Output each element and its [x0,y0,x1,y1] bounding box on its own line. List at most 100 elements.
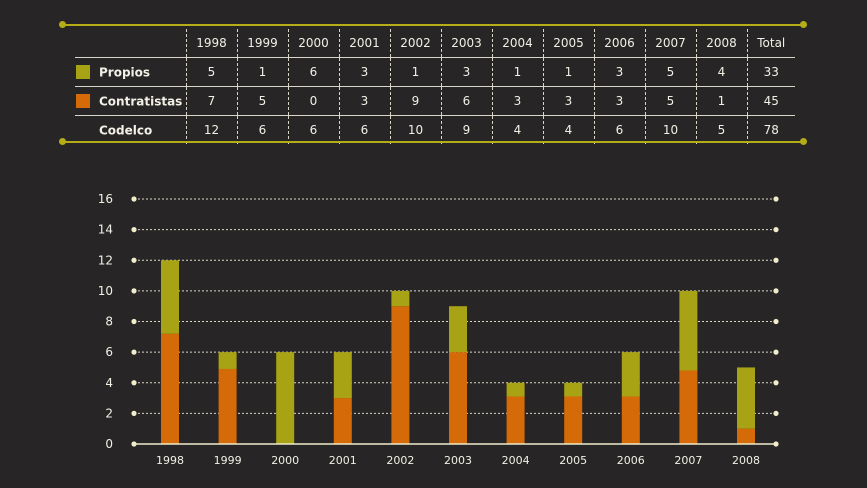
y-tick-label: 2 [105,406,113,420]
x-tick-label: 2001 [329,454,357,467]
table-year-header: 2002 [390,29,442,58]
table-value-cell: 9 [441,115,493,144]
table-corner-cell [75,29,187,58]
table-value-cell: 5 [696,115,748,144]
gridline-right-dot [773,196,779,202]
gridline-left-dot [131,349,137,355]
table-value-cell: 6 [594,115,646,144]
summary-table-section: 1998 1999 2000 2001 2002 2003 2004 2005 2006 2007… [0,0,867,160]
y-axis-ticks: 0 2 4 6 8 10 12 14 16 [98,192,113,451]
bar-contratistas-2001 [333,398,352,444]
bar-propios-2007 [679,290,698,371]
table-year-header: 1998 [186,29,238,58]
table-total-cell: 33 [747,57,795,87]
table-header-row: 1998 1999 2000 2001 2002 2003 2004 2005 2006 2007… [75,29,795,58]
table-year-header: 2001 [339,29,391,58]
table-bottom-rule-right-dot [800,138,807,145]
gridline-left-dot [131,196,137,202]
table-row-label-cell: Contratistas [75,86,187,116]
gridline-right-dot [773,257,779,263]
table-value-cell: 5 [237,86,289,116]
x-tick-label: 2007 [674,454,702,467]
table-value-cell: 1 [492,57,544,87]
y-tick-label: 14 [98,223,113,237]
table-row-label-cell: Propios [75,57,187,87]
gridline-right-dot [773,410,779,416]
table-value-cell: 1 [237,57,289,87]
y-tick-label: 0 [105,437,113,451]
bar-propios-2006 [621,352,640,397]
table-year-header: 2005 [543,29,595,58]
table-value-cell: 3 [594,86,646,116]
table-bottom-rule-left-dot [59,138,66,145]
table-value-cell: 1 [543,57,595,87]
table-value-cell: 5 [645,57,697,87]
table-value-cell: 4 [492,115,544,144]
x-tick-label: 2000 [271,454,299,467]
x-tick-label: 2005 [559,454,587,467]
table-year-header: 2006 [594,29,646,58]
bar-propios-2000 [276,352,295,444]
bar-contratistas-1999 [218,368,237,444]
chart-bars [161,260,755,444]
bar-propios-1998 [161,260,179,334]
table-value-cell: 1 [390,57,442,87]
table-total-cell: 78 [747,115,795,144]
gridline-left-dot [131,257,137,263]
bar-propios-1999 [218,352,237,369]
x-tick-label: 2003 [444,454,472,467]
table-value-cell: 7 [186,86,238,116]
bar-contratistas-2006 [621,396,640,444]
table-row-label: Codelco [99,123,153,138]
x-tick-label: 1998 [156,454,184,467]
accidents-table: 1998 1999 2000 2001 2002 2003 2004 2005 2006 2007… [75,29,795,144]
table-row: Propios 5 1 6 3 1 3 1 1 3 5 4 33 [75,57,795,87]
x-tick-label: 2008 [732,454,760,467]
gridline-right-dot [773,349,779,355]
gridline-left-dot [131,318,137,325]
x-tick-label: 1999 [214,454,242,467]
table-value-cell: 9 [390,86,442,116]
gridline-right-dot [773,380,779,386]
table-value-cell: 5 [645,86,697,116]
y-tick-label: 12 [98,253,113,267]
table-value-cell: 6 [237,115,289,144]
table-value-cell: 3 [441,57,493,87]
table-value-cell: 3 [339,86,391,116]
table-value-cell: 3 [594,57,646,87]
gridline-right-dot [773,318,779,325]
bar-contratistas-2002 [391,306,410,444]
bar-propios-2003 [449,306,467,353]
gridline-left-dot [131,288,137,294]
gridline-left-dot [131,410,137,416]
y-tick-label: 10 [98,284,113,298]
table-top-rule [62,24,804,26]
bar-propios-2004 [506,382,525,397]
gridline-right-dot [773,288,779,294]
table-total-header: Total [757,36,786,50]
bar-contratistas-2004 [506,396,525,444]
y-tick-label: 4 [105,376,113,390]
bar-propios-2002 [391,290,410,307]
table-bottom-rule [62,141,804,143]
table-row-label: Propios [99,65,151,80]
table-year-header: 2000 [288,29,340,58]
table-value-cell: 4 [696,57,748,87]
table-top-rule-left-dot [59,21,66,28]
table-row-label: Contratistas [99,94,183,109]
table-value-cell: 12 [186,115,238,144]
bar-contratistas-2007 [679,370,698,444]
bar-contratistas-2008 [737,428,755,444]
bar-contratistas-2005 [564,396,583,444]
table-value-cell: 5 [186,57,238,87]
table-year-header: 2008 [696,29,748,58]
table-value-cell: 10 [645,115,697,144]
x-tick-label: 2002 [386,454,414,467]
table-year-header: 1999 [237,29,289,58]
table-year-header: 2007 [645,29,697,58]
x-axis-ticks: 1998 1999 2000 2001 2002 2003 2004 2005 2006 2007… [156,454,760,467]
table-value-cell: 10 [390,115,442,144]
gridline-left-dot [131,380,137,386]
x-tick-label: 2004 [502,454,530,467]
